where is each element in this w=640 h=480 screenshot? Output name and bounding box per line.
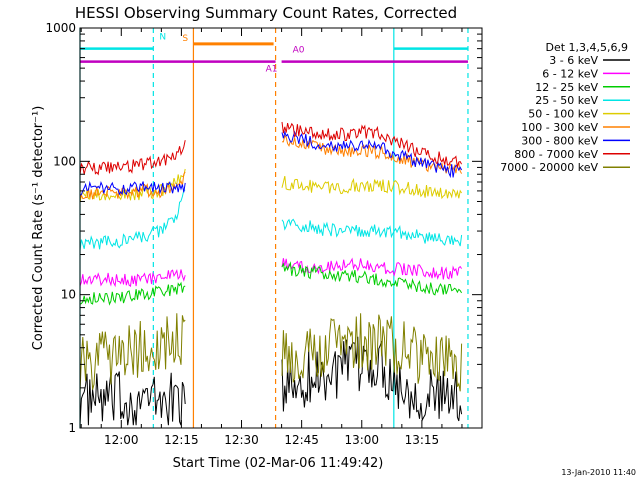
series-line-25-50-kev bbox=[79, 189, 463, 251]
series-line-300-800-kev bbox=[79, 130, 463, 196]
y-tick-label-100: 100 bbox=[53, 154, 76, 168]
legend-header: Det 1,3,4,5,6,9 bbox=[545, 41, 628, 54]
x-tick-label-12-15: 12:15 bbox=[164, 433, 199, 447]
chart-title: HESSI Observing Summary Count Rates, Cor… bbox=[75, 4, 457, 22]
legend-label-25-50-kev: 25 - 50 keV bbox=[535, 94, 598, 107]
x-tick-label-13-15: 13:15 bbox=[405, 433, 440, 447]
series-line-7000-20000-kev bbox=[79, 313, 463, 393]
y-tick-label-1: 1 bbox=[68, 421, 76, 435]
series-group bbox=[79, 121, 463, 426]
legend-label-100-300-kev: 100 - 300 keV bbox=[521, 121, 598, 134]
x-tick-label-12-00: 12:00 bbox=[104, 433, 139, 447]
legend-label-12-25-kev: 12 - 25 keV bbox=[535, 81, 598, 94]
legend-label-6-12-kev: 6 - 12 keV bbox=[542, 67, 598, 80]
series-line-100-300-kev bbox=[79, 134, 463, 200]
annotation-label-s: S bbox=[182, 34, 188, 44]
series-line-3-6-kev bbox=[79, 336, 463, 426]
legend-label-50-100-kev: 50 - 100 keV bbox=[528, 108, 598, 121]
series-line-12-25-kev bbox=[79, 261, 463, 306]
legend-label-800-7000-kev: 800 - 7000 keV bbox=[514, 148, 598, 161]
annotation-bars: N S A0 A1 bbox=[80, 33, 468, 75]
annotation-label-a1: A1 bbox=[266, 65, 278, 75]
y-tick-label-10: 10 bbox=[61, 288, 76, 302]
legend-label-7000-20000-kev: 7000 - 20000 keV bbox=[500, 161, 598, 174]
annotation-label-n: N bbox=[159, 33, 166, 43]
x-tick-label-12-45: 12:45 bbox=[284, 433, 319, 447]
x-tick-label-12-30: 12:30 bbox=[224, 433, 259, 447]
footer-date: 13-Jan-2010 11:40 bbox=[561, 468, 636, 477]
x-axis-label: Start Time (02-Mar-06 11:49:42) bbox=[173, 456, 384, 471]
x-tick-label-13-00: 13:00 bbox=[344, 433, 379, 447]
axes-ticks: 12:00 12:15 12:30 12:45 13:00 13:15 1 10 100 1000 bbox=[45, 21, 482, 447]
series-line-800-7000-kev bbox=[79, 121, 463, 176]
annotation-label-a0: A0 bbox=[293, 46, 305, 56]
legend-label-3-6-kev: 3 - 6 keV bbox=[549, 54, 598, 67]
y-axis-label: Corrected Count Rate (s⁻¹ detector⁻¹) bbox=[31, 106, 46, 351]
legend-label-300-800-kev: 300 - 800 keV bbox=[521, 134, 598, 147]
y-tick-label-1000: 1000 bbox=[45, 21, 76, 35]
plot-frame bbox=[79, 27, 483, 429]
